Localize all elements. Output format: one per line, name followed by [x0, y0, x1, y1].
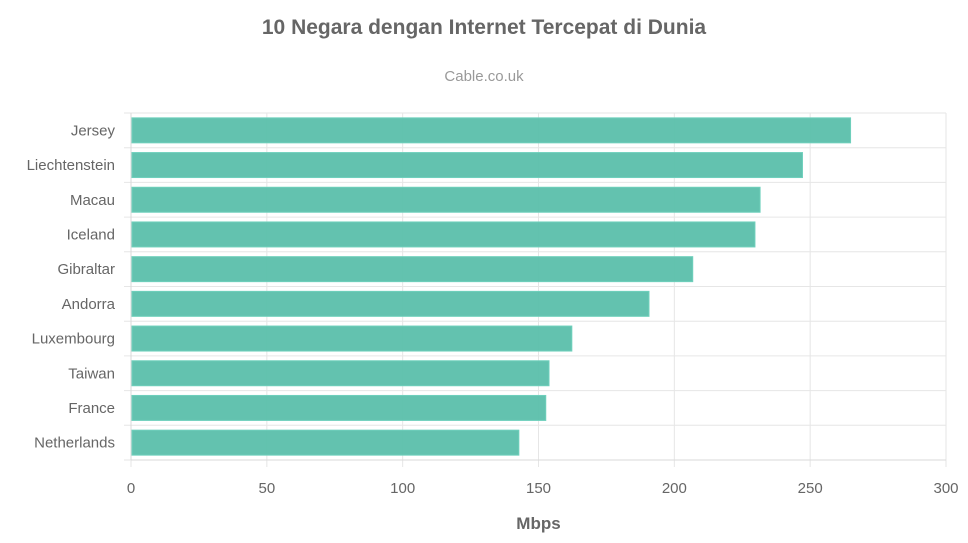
- y-tick-label: Jersey: [71, 122, 116, 139]
- chart-subtitle: Cable.co.uk: [444, 68, 524, 85]
- y-tick-label: Netherlands: [34, 435, 115, 452]
- bar-netherlands: [131, 429, 520, 456]
- x-tick-label: 300: [933, 480, 958, 497]
- y-tick-label: Luxembourg: [32, 331, 115, 348]
- y-tick-label: Gibraltar: [57, 261, 115, 278]
- bar-macau: [131, 186, 761, 213]
- axes: 0 50 100 150 200 250 300 Jersey Liechtenstein Mac…: [27, 113, 959, 497]
- bar-luxembourg: [131, 325, 573, 352]
- bar-jersey: [131, 117, 852, 144]
- x-tick-label: 0: [127, 480, 135, 497]
- bar-france: [131, 394, 547, 421]
- bar-liechtenstein: [131, 152, 803, 179]
- bar-iceland: [131, 221, 756, 248]
- y-tick-label: France: [68, 400, 115, 417]
- chart-title: 10 Negara dengan Internet Tercepat di Du…: [261, 16, 707, 39]
- x-axis-title: Mbps: [516, 514, 560, 533]
- x-tick-label: 100: [390, 480, 415, 497]
- bar-gibraltar: [131, 256, 694, 283]
- x-tick-label: 250: [798, 480, 823, 497]
- y-tick-label: Taiwan: [68, 365, 115, 382]
- y-tick-label: Iceland: [67, 226, 115, 243]
- x-tick-label: 50: [258, 480, 275, 497]
- bars: [131, 117, 852, 456]
- y-tick-label: Andorra: [62, 296, 116, 313]
- bar-taiwan: [131, 360, 550, 387]
- bar-andorra: [131, 290, 650, 317]
- y-tick-label: Macau: [70, 192, 115, 209]
- y-tick-label: Liechtenstein: [27, 157, 115, 174]
- x-tick-label: 200: [662, 480, 687, 497]
- x-tick-label: 150: [526, 480, 551, 497]
